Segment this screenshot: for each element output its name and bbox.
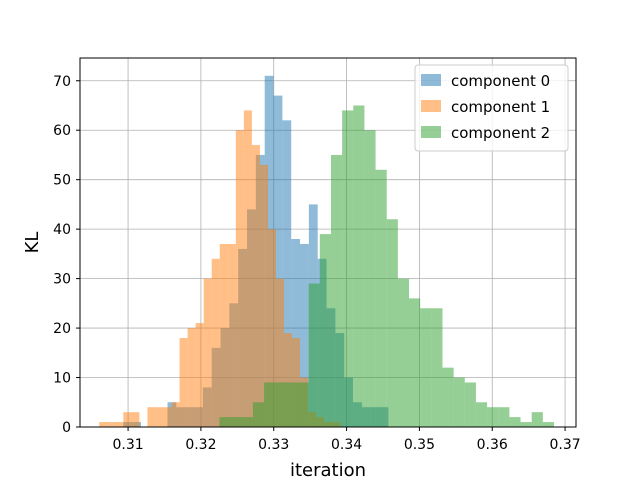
histogram-bar	[453, 377, 465, 427]
histogram-bar	[297, 382, 309, 427]
histogram-bar	[542, 422, 554, 427]
histogram-bar	[163, 407, 172, 427]
histogram-bar	[219, 243, 228, 427]
y-tick-label: 50	[53, 173, 71, 189]
legend-swatch	[421, 74, 441, 86]
legend: component 0 component 1 component 2	[414, 64, 569, 152]
legend-label: component 2	[451, 124, 550, 142]
plot-frame	[79, 57, 577, 428]
y-tick-label: 60	[53, 123, 71, 139]
x-tick-label: 0.34	[331, 437, 362, 453]
histogram-bar	[230, 417, 242, 427]
histogram-bar	[442, 367, 454, 427]
histogram-bar	[330, 154, 343, 427]
histogram-bar	[211, 258, 220, 427]
histogram-bar	[291, 239, 301, 427]
legend-swatch	[421, 100, 441, 112]
histogram-bar	[397, 278, 410, 427]
histogram-bar	[409, 298, 421, 427]
histogram-bar	[275, 278, 285, 427]
x-tick-label: 0.32	[185, 437, 216, 453]
histogram-bar	[179, 337, 188, 427]
legend-box	[414, 64, 569, 152]
legend-label: component 0	[451, 72, 550, 90]
histogram-bar	[286, 382, 298, 427]
y-tick-label: 20	[53, 321, 71, 337]
histogram-bar	[282, 120, 292, 427]
histogram-bar	[342, 110, 354, 427]
histogram-bars	[99, 75, 554, 427]
histogram-bar	[520, 422, 532, 427]
histogram-bar	[131, 412, 140, 427]
histogram-bar	[531, 412, 543, 427]
x-tick-label: 0.31	[112, 437, 143, 453]
histogram-bar	[235, 130, 244, 427]
histogram-bar	[241, 417, 253, 427]
histogram-bar	[431, 308, 443, 427]
y-tick-label: 0	[62, 420, 71, 436]
histogram-bar	[353, 105, 365, 427]
histogram-bar	[115, 422, 124, 427]
histogram-bar	[300, 243, 309, 427]
y-tick-label: 30	[53, 272, 71, 288]
histogram-bar	[464, 382, 476, 427]
histogram-bar	[284, 333, 293, 427]
histogram-bar	[475, 402, 488, 427]
histogram-bar	[264, 382, 276, 427]
histogram-bar	[123, 412, 132, 427]
histogram-bar	[364, 130, 376, 427]
histogram-bar	[375, 169, 387, 427]
x-axis-label: iteration	[290, 460, 366, 480]
histogram-bar	[203, 278, 212, 427]
x-tick-label: 0.35	[404, 437, 435, 453]
histogram-bar	[498, 407, 510, 427]
histogram-bar	[487, 407, 499, 427]
histogram-bar	[107, 422, 116, 427]
histogram-bar	[251, 145, 260, 427]
histogram-bar	[187, 328, 196, 427]
histogram-bar	[227, 243, 236, 427]
series-2	[219, 105, 554, 427]
y-tick-label: 40	[53, 222, 71, 238]
histogram-bar	[195, 323, 204, 427]
histogram-bar	[386, 219, 398, 427]
histogram-bar	[275, 382, 287, 427]
x-tick-label: 0.36	[477, 437, 508, 453]
histogram-bar	[171, 402, 180, 427]
legend-swatch	[421, 126, 441, 138]
histogram-bar	[267, 229, 276, 427]
histogram-bar	[273, 95, 283, 427]
x-tick-label: 0.37	[549, 437, 580, 453]
histogram-bar	[147, 407, 156, 427]
histogram-bar	[252, 402, 265, 427]
x-tick-label: 0.33	[258, 437, 289, 453]
y-tick-label: 70	[53, 74, 71, 90]
legend-label: component 1	[451, 98, 550, 116]
histogram-bar	[308, 283, 320, 427]
histogram-bar	[99, 422, 108, 427]
series-1	[99, 110, 341, 427]
y-axis-label: KL	[22, 232, 43, 254]
axis-ticks: 0.31 0.32 0.33 0.34 0.35 0.36 0.37 0 10 20 30 40 50 6…	[53, 74, 580, 453]
histogram-bar	[259, 164, 268, 427]
histogram-bar	[243, 110, 252, 427]
histogram-bar	[319, 234, 331, 427]
histogram-bar	[155, 407, 164, 427]
y-tick-label: 10	[53, 371, 71, 387]
histogram-bar	[420, 308, 432, 427]
histogram-bar	[219, 417, 231, 427]
histogram-bar	[509, 417, 521, 427]
